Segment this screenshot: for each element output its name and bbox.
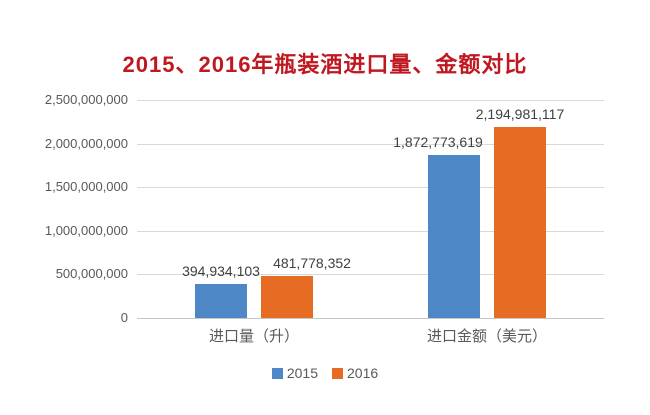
bar-2016-category-2 bbox=[494, 127, 546, 318]
y-axis-tick-label: 500,000,000 bbox=[55, 266, 128, 281]
legend-item-2016: 2016 bbox=[332, 365, 378, 381]
gridline bbox=[137, 231, 604, 232]
gridline bbox=[137, 144, 604, 145]
bar-2016-category-1 bbox=[261, 276, 313, 318]
y-axis-tick-label: 0 bbox=[120, 310, 128, 325]
y-axis-tick-label: 2,000,000,000 bbox=[44, 136, 128, 151]
y-axis-tick-label: 1,500,000,000 bbox=[44, 179, 128, 194]
legend-swatch-icon bbox=[332, 367, 343, 379]
chart-title: 2015、2016年瓶装酒进口量、金额对比 bbox=[122, 52, 528, 77]
data-label-2015-category-2: 1,872,773,619 bbox=[393, 134, 483, 150]
data-label-2015-category-1: 394,934,103 bbox=[182, 263, 260, 279]
y-axis-tick-label: 2,500,000,000 bbox=[44, 92, 128, 107]
data-label-2016-category-1: 481,778,352 bbox=[273, 255, 351, 271]
gridline bbox=[137, 274, 604, 275]
legend-swatch-icon bbox=[271, 367, 283, 379]
gridline bbox=[137, 187, 604, 188]
legend: 2015 2016 bbox=[0, 365, 650, 381]
gridline bbox=[137, 100, 604, 101]
x-axis-line bbox=[137, 318, 604, 319]
x-axis-category-label: 进口量（升） bbox=[208, 328, 300, 345]
bar-2015-category-2 bbox=[428, 155, 480, 318]
bar-2015-category-1 bbox=[195, 284, 247, 318]
y-axis-tick-label: 1,000,000,000 bbox=[44, 223, 128, 238]
legend-label: 2016 bbox=[347, 365, 379, 381]
data-label-2016-category-2: 2,194,981,117 bbox=[475, 106, 565, 122]
x-axis-category-label: 进口金额（美元） bbox=[426, 328, 548, 345]
legend-item-2015: 2015 bbox=[271, 365, 318, 381]
legend-label: 2015 bbox=[286, 365, 318, 381]
